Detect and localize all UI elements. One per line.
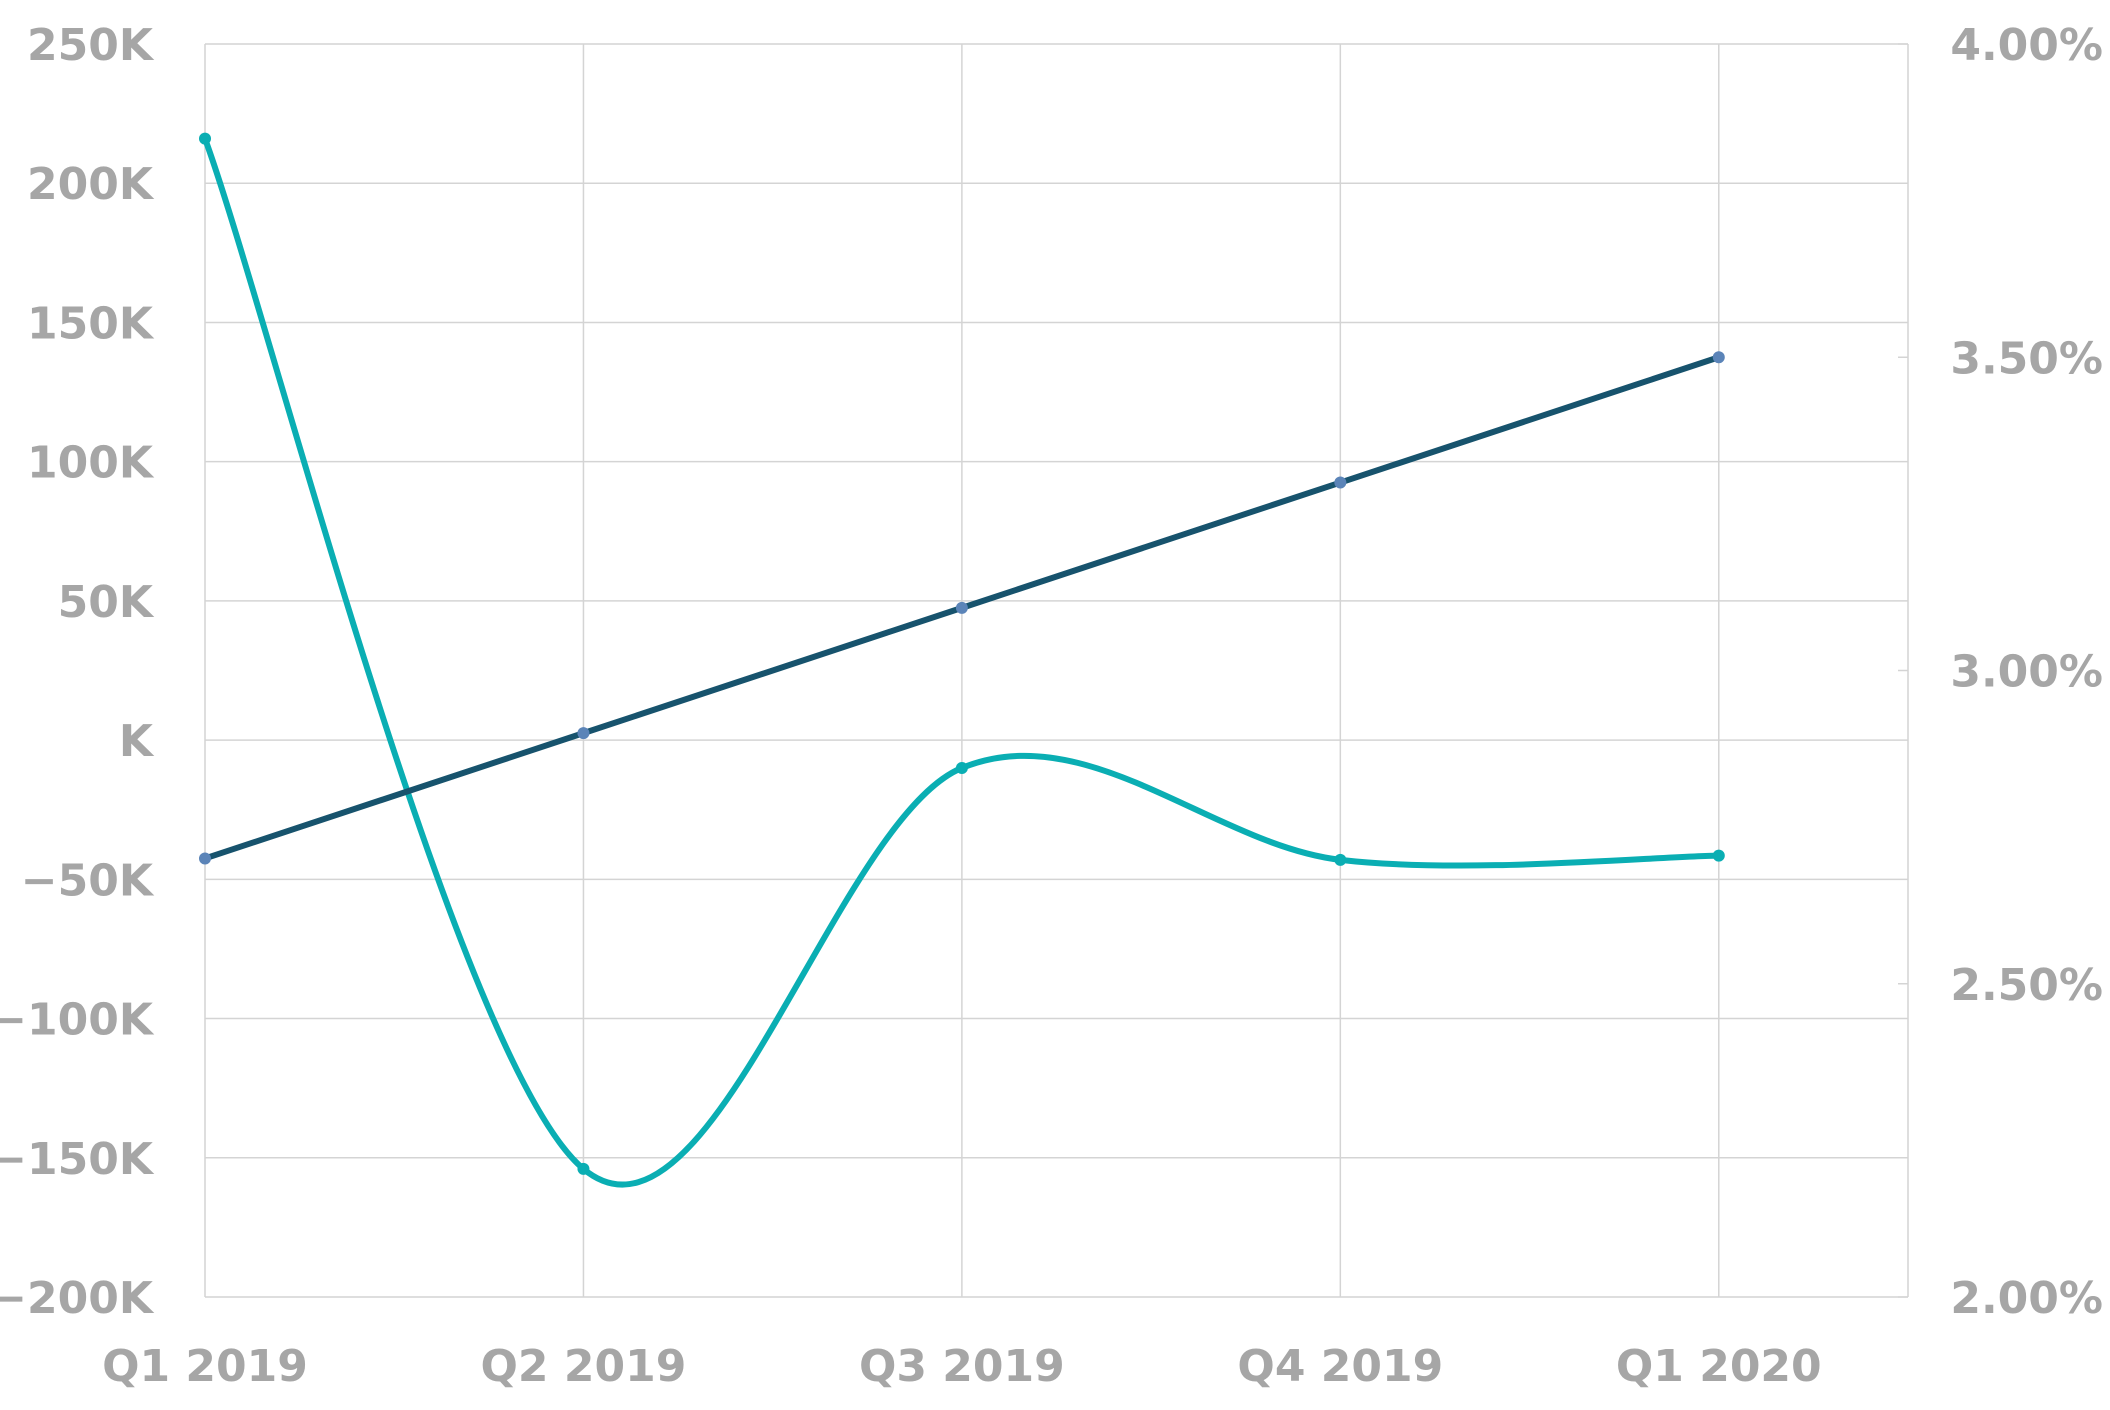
x-axis-tick-label: Q3 2019: [859, 1341, 1065, 1392]
right-axis-tick-label: 3.00%: [1950, 647, 2103, 698]
right-axis-ticks: 4.00% 3.50% 3.00% 2.50% 2.00%: [1950, 20, 2103, 1324]
series-1-point: [577, 1162, 590, 1175]
x-axis-tick-label: Q1 2019: [102, 1341, 308, 1392]
left-axis-tick-label: 50K: [58, 577, 155, 628]
series-2-point: [199, 852, 211, 865]
left-axis-tick-label: −100K: [0, 995, 155, 1046]
grid: [204, 43, 1909, 1298]
series-1-point: [1712, 849, 1725, 862]
left-axis-tick-label: 200K: [27, 159, 155, 210]
series-1-point: [1334, 853, 1347, 866]
series-line-1: [202, 135, 1722, 1188]
left-axis-tick-label: 250K: [27, 20, 155, 71]
x-axis-tick-label: Q4 2019: [1237, 1341, 1443, 1392]
left-axis-tick-label: K: [119, 716, 155, 767]
left-axis-tick-label: −50K: [21, 855, 155, 906]
series-1-point: [199, 132, 211, 145]
series-2-point: [1334, 476, 1347, 489]
x-axis-tick-label: Q2 2019: [481, 1341, 687, 1392]
right-axis-tick-label: 3.50%: [1950, 333, 2103, 384]
x-axis-tick-label: Q1 2020: [1616, 1341, 1822, 1392]
left-axis-tick-label: 100K: [27, 438, 155, 489]
series-2-point: [955, 601, 968, 614]
series-2-point: [577, 727, 590, 740]
left-axis-tick-label: −150K: [0, 1134, 155, 1185]
right-axis-tick-label: 4.00%: [1950, 20, 2103, 71]
left-axis-tick-label: 150K: [27, 298, 155, 349]
series: [199, 132, 1725, 1188]
x-axis-ticks: Q1 2019 Q2 2019 Q3 2019 Q4 2019 Q1 2020: [102, 1341, 1822, 1392]
right-axis-tick-label: 2.00%: [1950, 1273, 2103, 1324]
left-axis-ticks: 250K 200K 150K 100K 50K K −50K −100K −150K −200K: [0, 20, 155, 1324]
left-axis-tick-label: −200K: [0, 1273, 155, 1324]
right-axis-tick-label: 2.50%: [1950, 960, 2103, 1011]
series-1-point: [955, 761, 968, 774]
series-2-point: [1712, 351, 1725, 364]
